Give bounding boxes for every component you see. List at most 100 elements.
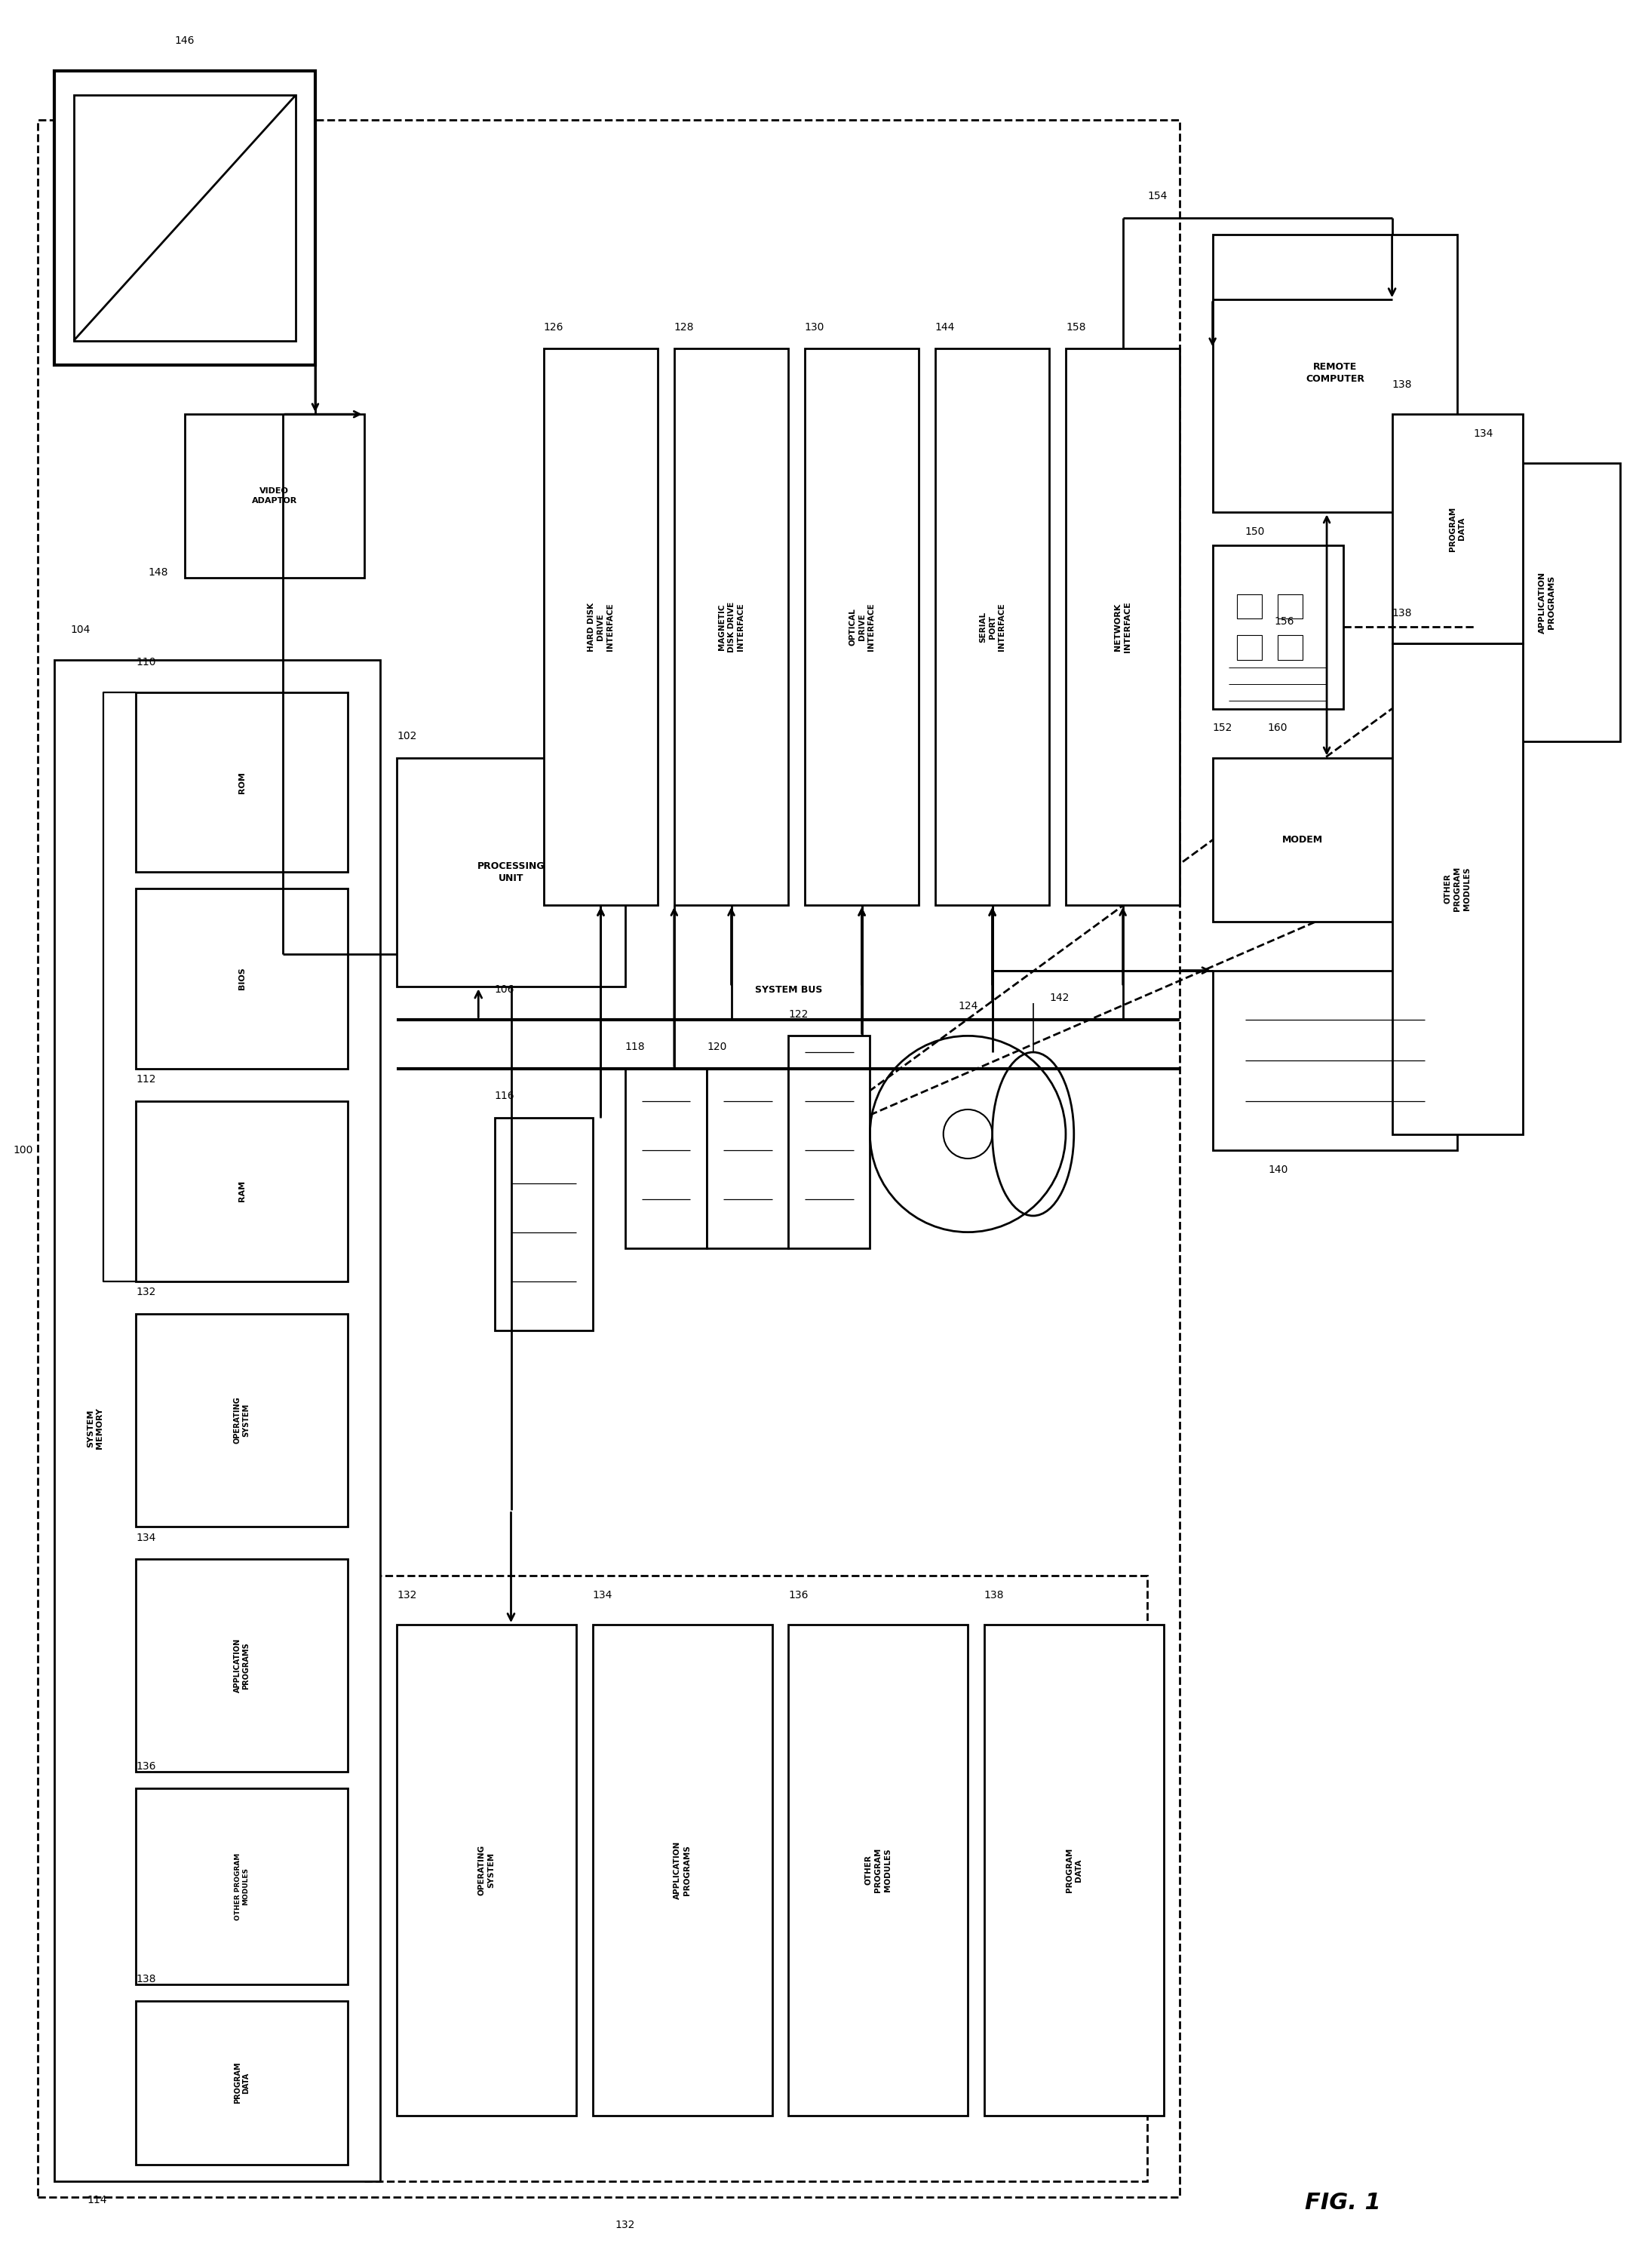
Text: 132: 132 (616, 2220, 635, 2229)
Bar (54, 660, 381, 2182)
Text: 156: 156 (1274, 617, 1294, 626)
Text: 128: 128 (675, 322, 695, 333)
Text: 138: 138 (136, 1973, 156, 1984)
Text: 138: 138 (1392, 608, 1412, 619)
Text: REMOTE
COMPUTER: REMOTE COMPUTER (1305, 363, 1365, 383)
Text: 146: 146 (174, 36, 195, 45)
Bar (1212, 234, 1458, 513)
Text: 144: 144 (936, 322, 956, 333)
Text: 134: 134 (136, 1533, 156, 1542)
Text: 102: 102 (397, 730, 417, 742)
Bar (788, 1624, 967, 2116)
Text: 112: 112 (136, 1075, 156, 1084)
Bar (1277, 594, 1302, 619)
Text: 124: 124 (957, 1000, 977, 1012)
Text: 160: 160 (1268, 723, 1287, 733)
Text: APPLICATION
PROGRAMS: APPLICATION PROGRAMS (673, 1842, 691, 1898)
Text: OTHER
PROGRAM
MODULES: OTHER PROGRAM MODULES (1445, 866, 1471, 912)
Text: 138: 138 (984, 1590, 1005, 1601)
Bar (136, 2000, 348, 2164)
Bar (74, 95, 296, 340)
Bar (1392, 644, 1522, 1134)
Text: 138: 138 (1392, 379, 1412, 390)
Bar (1212, 544, 1343, 708)
Bar (1236, 594, 1261, 619)
Bar (136, 889, 348, 1068)
Text: HARD DISK
DRIVE
INTERFACE: HARD DISK DRIVE INTERFACE (588, 603, 614, 651)
Text: MAGNETIC
DISK DRIVE
INTERFACE: MAGNETIC DISK DRIVE INTERFACE (718, 601, 744, 653)
Text: 136: 136 (136, 1762, 156, 1771)
Text: PROGRAM
DATA: PROGRAM DATA (1066, 1848, 1082, 1892)
Text: OPERATING
SYSTEM: OPERATING SYSTEM (478, 1844, 494, 1896)
Text: 150: 150 (1245, 526, 1264, 538)
Bar (1277, 635, 1302, 660)
Bar (675, 349, 788, 905)
Bar (494, 1118, 593, 1331)
Text: 154: 154 (1148, 191, 1167, 202)
Text: 148: 148 (148, 567, 169, 578)
Bar (936, 349, 1049, 905)
Bar (397, 758, 626, 987)
Bar (38, 120, 1181, 2198)
Text: 142: 142 (1049, 993, 1069, 1002)
Text: 116: 116 (494, 1091, 516, 1102)
Text: 140: 140 (1268, 1163, 1287, 1175)
Bar (626, 1068, 706, 1247)
Text: 136: 136 (788, 1590, 808, 1601)
Text: 130: 130 (805, 322, 824, 333)
Bar (1066, 349, 1181, 905)
Text: FIG. 1: FIG. 1 (1305, 2191, 1381, 2214)
Bar (706, 1068, 788, 1247)
Text: NETWORK
INTERFACE: NETWORK INTERFACE (1115, 601, 1131, 653)
Text: 134: 134 (593, 1590, 612, 1601)
Bar (1212, 971, 1458, 1150)
Bar (1392, 415, 1522, 644)
Text: 106: 106 (494, 984, 514, 996)
Bar (397, 1624, 576, 2116)
Bar (136, 1313, 348, 1526)
Text: 126: 126 (544, 322, 563, 333)
Text: VIDEO
ADAPTOR: VIDEO ADAPTOR (251, 488, 297, 503)
Bar (544, 349, 658, 905)
Text: OTHER
PROGRAM
MODULES: OTHER PROGRAM MODULES (865, 1848, 892, 1892)
Text: OPTICAL
DRIVE
INTERFACE: OPTICAL DRIVE INTERFACE (849, 603, 875, 651)
Text: PROGRAM
DATA: PROGRAM DATA (1448, 506, 1466, 551)
Text: RAM: RAM (238, 1182, 246, 1202)
Bar (984, 1624, 1164, 2116)
Text: BIOS: BIOS (238, 968, 246, 989)
Bar (593, 1624, 772, 2116)
Bar (136, 692, 348, 873)
Text: ROM: ROM (238, 771, 246, 794)
Bar (136, 1560, 348, 1771)
Text: SERIAL
PORT
INTERFACE: SERIAL PORT INTERFACE (979, 603, 1005, 651)
Text: OTHER PROGRAM
MODULES: OTHER PROGRAM MODULES (235, 1853, 250, 1921)
Text: MODEM: MODEM (1282, 835, 1323, 844)
Text: 118: 118 (626, 1041, 645, 1052)
Bar (1473, 463, 1621, 742)
Text: 132: 132 (136, 1286, 156, 1297)
Text: 122: 122 (788, 1009, 808, 1021)
Text: 110: 110 (136, 658, 156, 667)
Bar (184, 415, 365, 578)
Text: 120: 120 (706, 1041, 727, 1052)
Text: SYSTEM BUS: SYSTEM BUS (755, 984, 823, 996)
Bar (365, 1576, 1148, 2182)
Text: 100: 100 (13, 1145, 33, 1157)
Text: 158: 158 (1066, 322, 1085, 333)
Text: 104: 104 (71, 624, 90, 635)
Bar (54, 70, 315, 365)
Text: 114: 114 (87, 2195, 107, 2204)
Bar (136, 1102, 348, 1281)
Text: 132: 132 (397, 1590, 417, 1601)
Bar (788, 1036, 870, 1247)
Text: PROCESSING
UNIT: PROCESSING UNIT (478, 862, 545, 882)
Text: 152: 152 (1212, 723, 1233, 733)
Text: APPLICATION
PROGRAMS: APPLICATION PROGRAMS (233, 1637, 250, 1692)
Text: OPERATING
SYSTEM: OPERATING SYSTEM (233, 1397, 250, 1445)
Text: APPLICATION
PROGRAMS: APPLICATION PROGRAMS (1539, 572, 1555, 633)
Text: PROGRAM
DATA: PROGRAM DATA (233, 2062, 250, 2105)
Bar (805, 349, 920, 905)
Bar (1236, 635, 1261, 660)
Text: 134: 134 (1473, 429, 1494, 438)
Bar (136, 1789, 348, 1984)
